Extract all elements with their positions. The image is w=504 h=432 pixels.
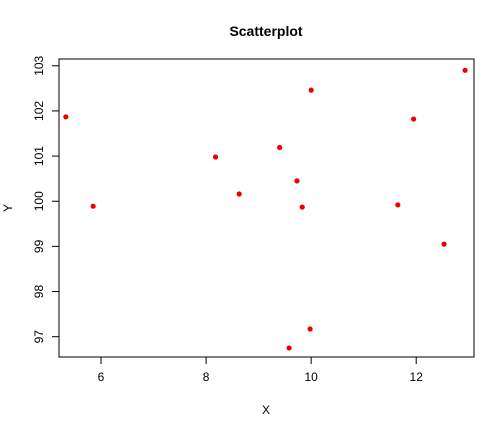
data-points	[63, 68, 467, 351]
y-tick-label: 103	[32, 55, 46, 75]
data-point	[308, 326, 313, 331]
x-tick-label: 6	[98, 370, 105, 384]
y-tick-label: 98	[32, 285, 46, 299]
x-axis: 6 8 10 12	[98, 357, 424, 384]
y-axis-label: Y	[1, 204, 15, 212]
data-point	[411, 116, 416, 121]
data-point	[286, 345, 291, 350]
y-axis: 97 98 99 100 101 102 103	[32, 55, 59, 343]
data-point	[237, 191, 242, 196]
data-point	[441, 242, 446, 247]
data-point	[462, 68, 467, 73]
data-point	[309, 88, 314, 93]
plot-frame	[59, 59, 474, 357]
y-tick-label: 99	[32, 239, 46, 253]
y-tick-label: 102	[32, 101, 46, 121]
data-point	[395, 202, 400, 207]
y-tick-label: 97	[32, 330, 46, 344]
x-tick-label: 10	[304, 370, 318, 384]
chart-title: Scatterplot	[229, 23, 302, 39]
x-tick-label: 12	[410, 370, 424, 384]
data-point	[91, 204, 96, 209]
y-tick-label: 101	[32, 146, 46, 166]
data-point	[213, 154, 218, 159]
data-point	[277, 145, 282, 150]
data-point	[294, 178, 299, 183]
data-point	[300, 204, 305, 209]
data-point	[63, 114, 68, 119]
x-axis-label: X	[262, 403, 270, 417]
y-tick-label: 100	[32, 191, 46, 211]
x-tick-label: 8	[203, 370, 210, 384]
